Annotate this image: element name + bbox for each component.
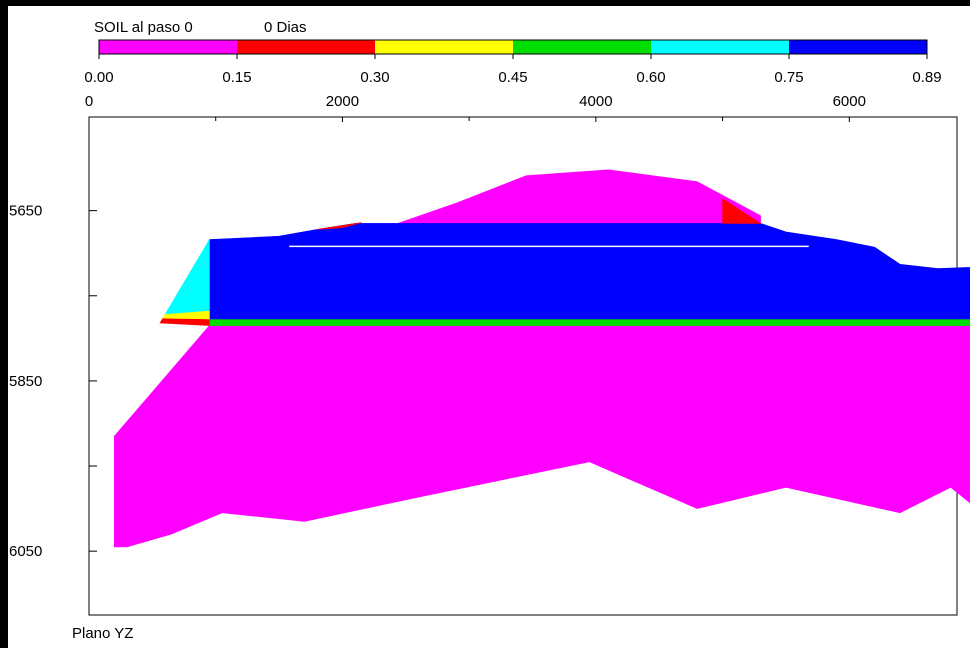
region-magenta-mound [380, 169, 761, 230]
y-axis: 5650 5850 6050 [9, 203, 97, 560]
region-green-layer [209, 319, 970, 326]
colorbar-tick-label: 0.75 [774, 69, 803, 86]
variable-title: SOIL al paso 0 [94, 19, 193, 36]
x-tick-label: 0 [85, 93, 93, 110]
time-label: 0 Dias [264, 19, 307, 36]
x-axis: 0 2000 4000 6000 [85, 93, 866, 122]
y-tick-label: 6050 [9, 543, 42, 560]
chart-svg: SOIL al paso 0 0 Dias 0.00 0.15 0.30 0.45 0.… [9, 19, 970, 642]
colorbar-segment [789, 40, 928, 54]
colorbar-tick-label: 0.30 [360, 69, 389, 86]
colorbar-tick-label: 0.15 [222, 69, 251, 86]
colorbar-tick-label: 0.60 [636, 69, 665, 86]
x-tick-label: 6000 [833, 93, 866, 110]
colorbar-segment [99, 40, 238, 54]
soil-regions [114, 169, 970, 548]
x-tick-label: 2000 [326, 93, 359, 110]
y-tick-label: 5850 [9, 373, 42, 390]
region-red-top [722, 198, 762, 224]
region-red-left [159, 318, 210, 326]
chart-frame: SOIL al paso 0 0 Dias 0.00 0.15 0.30 0.45 0.… [8, 6, 970, 648]
colorbar-segment [513, 40, 652, 54]
colorbar-tick-label: 0.45 [498, 69, 527, 86]
colorbar-tick-label: 0.00 [84, 69, 113, 86]
colorbar-segment [375, 40, 514, 54]
region-magenta-body [114, 325, 970, 548]
colorbar-segment [651, 40, 790, 54]
colorbar [98, 39, 928, 55]
region-red-small [317, 222, 362, 230]
x-tick-label: 4000 [579, 93, 612, 110]
y-tick-label: 5650 [9, 203, 42, 220]
plane-label: Plano YZ [72, 625, 133, 642]
colorbar-ticks: 0.00 0.15 0.30 0.45 0.60 0.75 0.89 [84, 54, 942, 86]
colorbar-tick-label: 0.89 [912, 69, 941, 86]
colorbar-segment [237, 40, 376, 54]
